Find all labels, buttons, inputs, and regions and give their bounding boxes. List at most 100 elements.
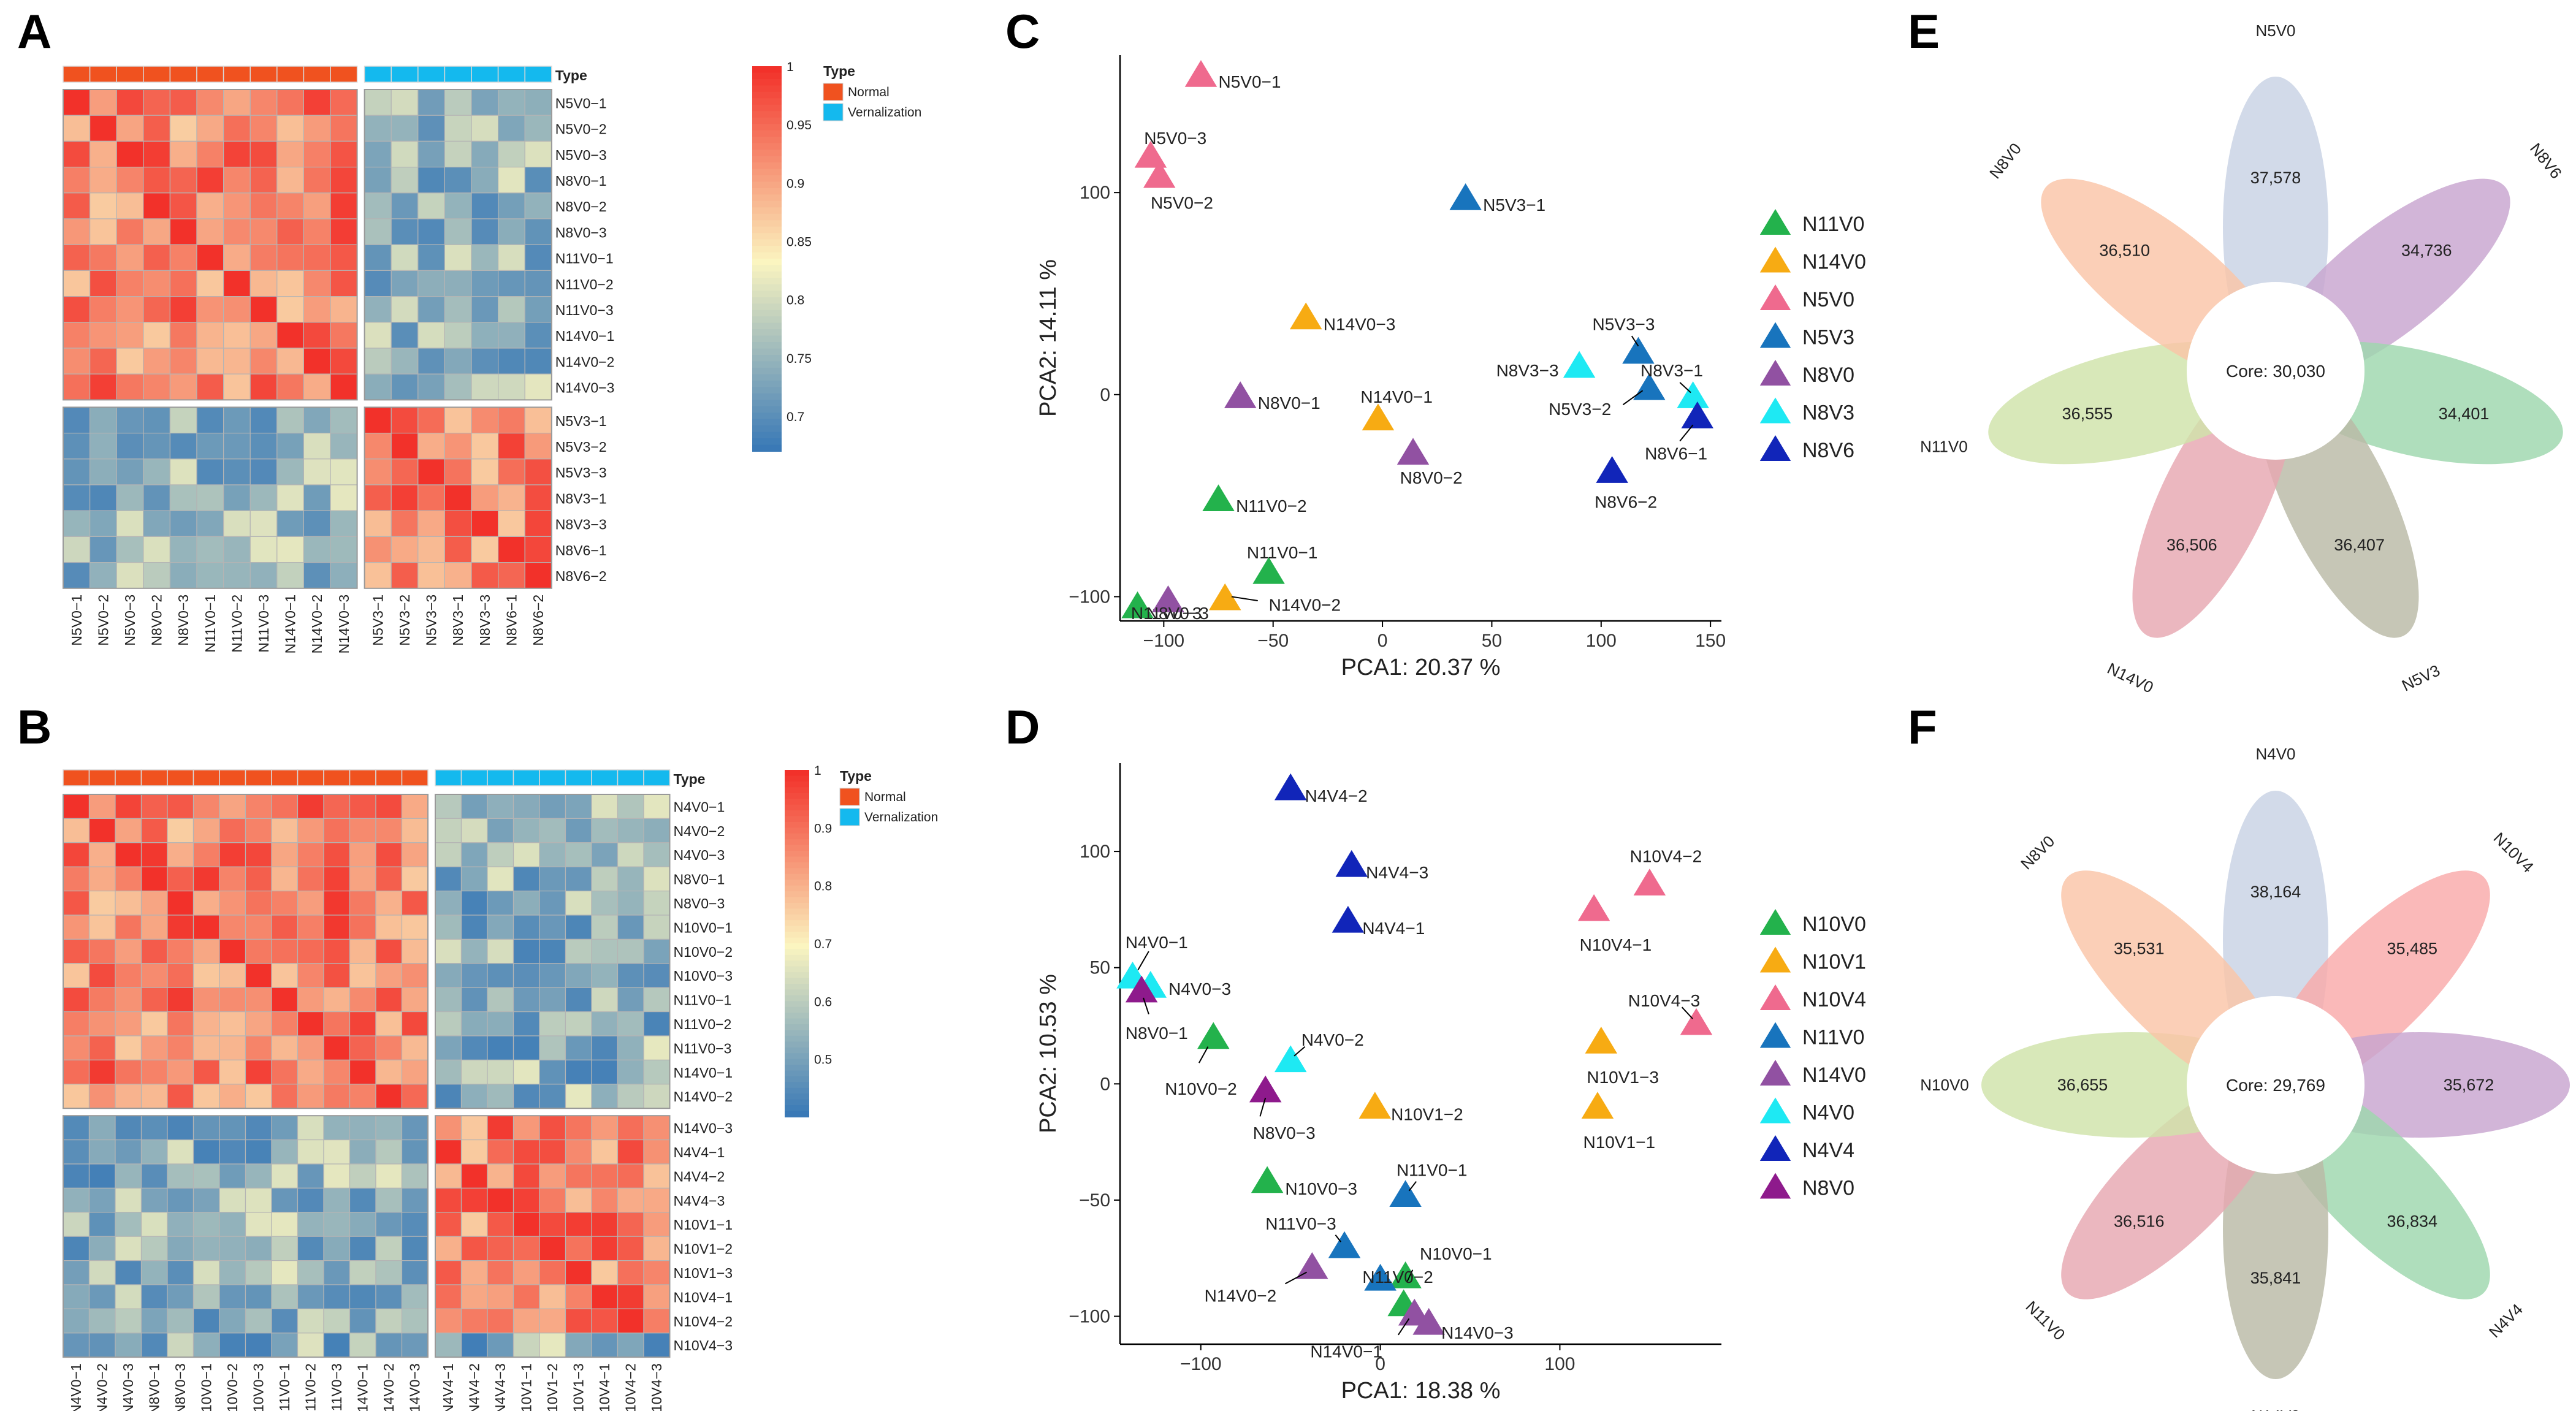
legend-label: N8V0: [1802, 363, 1854, 387]
heatmap-cell: [539, 1260, 566, 1285]
heatmap-cell: [435, 1187, 462, 1213]
heatmap-cell: [169, 296, 197, 323]
heatmap-cell: [444, 192, 472, 219]
heatmap-cell: [196, 296, 224, 323]
heatmap-cell: [271, 1059, 299, 1085]
colorbar-segment: [785, 1047, 809, 1054]
heatmap-cell: [417, 348, 445, 375]
petal-value: 34,736: [2401, 242, 2452, 260]
pca-plot-c: −100 −50 0 50 100 150 −100 0 100 PCA1: 20.37 % PCA…: [1035, 55, 1866, 680]
heatmap-cell: [219, 1059, 246, 1085]
heatmap-cell: [513, 938, 540, 964]
heatmap-cell: [460, 1011, 488, 1036]
heatmap-cell: [115, 963, 142, 988]
heatmap-cell: [417, 115, 445, 142]
heatmap-cell: [364, 432, 392, 460]
point-label: N11V0−1: [1247, 543, 1317, 562]
point-n10v0: [1389, 1261, 1422, 1288]
point-label: N10V4−1: [1580, 935, 1652, 954]
legend-marker: [1759, 322, 1791, 348]
y-tick-label: 100: [1080, 842, 1110, 862]
heatmap-cell: [169, 458, 197, 485]
heatmap-cell: [591, 1139, 619, 1165]
colorbar-segment: [752, 438, 782, 446]
heatmap-cell: [276, 89, 304, 116]
heatmap-cell: [539, 1011, 566, 1036]
heatmap-cell: [219, 1260, 246, 1285]
heatmap-cell: [565, 963, 592, 988]
point-label: N4V0−2: [1301, 1030, 1364, 1049]
point-label: N14V0−3: [1441, 1323, 1514, 1342]
heatmap-cell: [497, 115, 525, 142]
heatmap-cell: [276, 244, 304, 272]
heatmap-cell: [115, 915, 142, 940]
legend-label: Vernalization: [864, 810, 938, 824]
colorbar-segment: [785, 804, 809, 812]
heatmap-cell: [271, 866, 299, 892]
heatmap-cell: [487, 794, 514, 820]
heatmap-cell: [167, 1115, 194, 1141]
annotation-cell: [169, 66, 197, 83]
point-n5v0: [1184, 59, 1218, 87]
heatmap-cell: [565, 1084, 592, 1109]
petal-value: 35,841: [2250, 1269, 2301, 1287]
heatmap-cell: [617, 866, 644, 892]
heatmap-cell: [63, 890, 90, 916]
heatmap-cell: [471, 296, 499, 323]
heatmap-cell: [487, 1187, 514, 1213]
heatmap-cell: [565, 794, 592, 820]
heatmap-cell: [143, 510, 171, 538]
heatmap-cell: [471, 115, 499, 142]
heatmap-cell: [88, 1011, 116, 1036]
heatmap-cell: [524, 140, 552, 168]
heatmap-cell: [143, 406, 171, 434]
heatmap-cell: [401, 1011, 429, 1036]
point-n10v1: [1581, 1092, 1614, 1119]
heatmap-cell: [115, 1115, 142, 1141]
row-label: N5V0−3: [555, 147, 607, 163]
heatmap-cell: [245, 1059, 272, 1085]
heatmap-cell: [63, 1308, 90, 1334]
heatmap-cell: [643, 1236, 671, 1261]
heatmap-cell: [140, 1035, 168, 1061]
annotation-cell: [617, 769, 644, 786]
heatmap-cell: [63, 1115, 90, 1141]
colorbar-segment: [752, 425, 782, 433]
x-tick-label: −50: [1257, 631, 1289, 651]
y-tick-label: −100: [1069, 1306, 1110, 1326]
heatmap-cell: [487, 890, 514, 916]
heatmap-cell: [250, 561, 278, 589]
legend-label: Normal: [864, 790, 906, 804]
heatmap-cell: [219, 1236, 246, 1261]
heatmap-cell: [539, 1212, 566, 1237]
heatmap-cell: [375, 1260, 403, 1285]
colorbar-segment: [785, 902, 809, 910]
heatmap-cell: [245, 1011, 272, 1036]
heatmap-cell: [391, 167, 419, 194]
heatmap-cell: [364, 296, 392, 323]
heatmap-cell: [63, 89, 91, 116]
heatmap-cell: [417, 458, 445, 485]
heatmap-cell: [617, 1187, 644, 1213]
column-label: N10V1−2: [544, 1363, 560, 1411]
heatmap-cell: [364, 115, 392, 142]
legend-marker: [1759, 1022, 1791, 1048]
heatmap-cell: [435, 1035, 462, 1061]
column-label: N5V3−2: [397, 595, 413, 646]
heatmap-cell: [276, 140, 304, 168]
colorbar-segment: [752, 220, 782, 227]
heatmap-cell: [643, 1187, 671, 1213]
heatmap-cell: [63, 794, 90, 820]
heatmap-cell: [617, 915, 644, 940]
heatmap-cell: [250, 432, 278, 460]
heatmap-cell: [487, 987, 514, 1013]
row-label: N10V1−2: [674, 1241, 733, 1257]
heatmap-cell: [460, 1333, 488, 1358]
colorbar-segment: [785, 891, 809, 898]
heatmap-cell: [115, 1035, 142, 1061]
heatmap-cell: [617, 1236, 644, 1261]
heatmap-cell: [591, 1059, 619, 1085]
legend-marker: [1759, 909, 1791, 935]
heatmap-cell: [565, 1011, 592, 1036]
heatmap-cell: [196, 89, 224, 116]
